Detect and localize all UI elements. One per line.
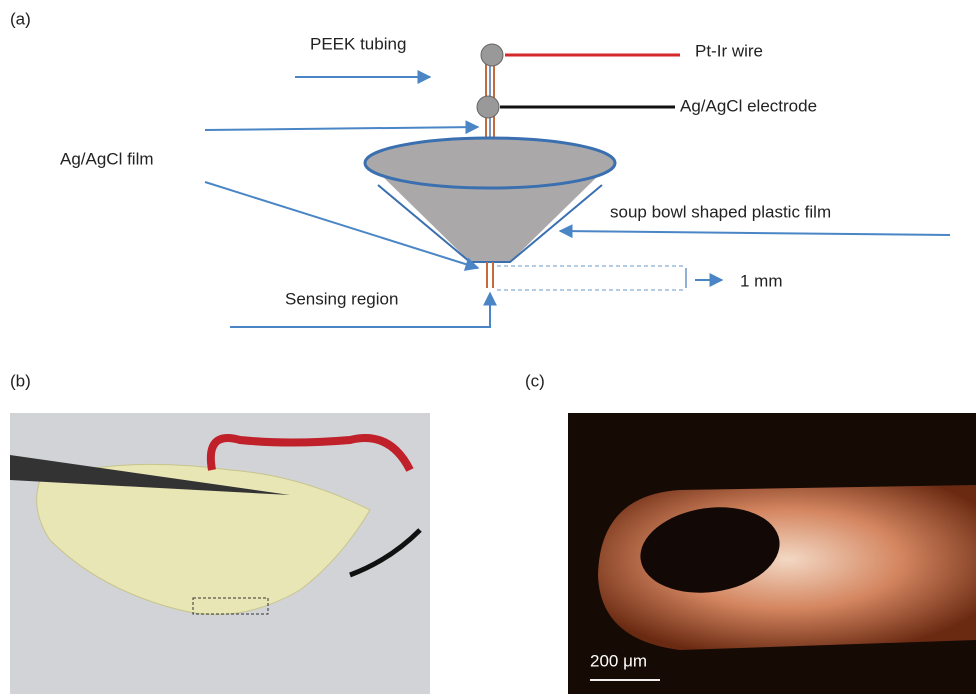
arrow: [560, 231, 950, 235]
annotation: Sensing region: [285, 289, 398, 308]
connector: [477, 96, 499, 118]
connector: [481, 44, 503, 66]
panel-label: (b): [10, 371, 31, 390]
annotation: 1 mm: [740, 271, 783, 290]
figure: (a) PEEK tubing Pt-Ir wire Ag/AgCl elect…: [0, 0, 976, 694]
annotation: soup bowl shaped plastic film: [610, 202, 831, 221]
panel-label: (c): [525, 371, 545, 390]
panel-label: (a): [10, 9, 31, 28]
bowl-rim: [365, 138, 615, 188]
arrow: [205, 127, 478, 130]
annotation: Ag/AgCl electrode: [680, 96, 817, 115]
annotation: Ag/AgCl film: [60, 149, 154, 168]
scale-label: 200 μm: [590, 651, 647, 670]
annotation: Pt-Ir wire: [695, 41, 763, 60]
annotation: PEEK tubing: [310, 34, 406, 53]
tip: [487, 262, 493, 288]
photo: [10, 413, 430, 694]
